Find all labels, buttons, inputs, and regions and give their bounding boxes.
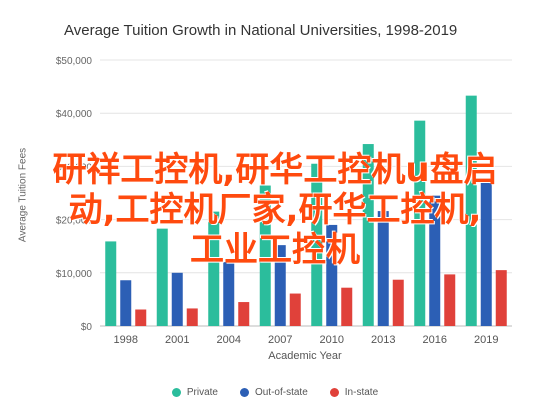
bar bbox=[171, 272, 183, 326]
bar bbox=[362, 144, 374, 326]
watermark-overlay-text: 研祥工控机,研华工控机u盘启 动,工控机厂家,研华工控机, 工业工控机 bbox=[0, 150, 550, 270]
bar bbox=[392, 279, 404, 326]
bar bbox=[289, 293, 301, 326]
bar bbox=[414, 120, 426, 326]
bar bbox=[208, 211, 220, 326]
bar bbox=[480, 182, 492, 326]
bar bbox=[259, 185, 271, 326]
y-tick-label: $10,000 bbox=[56, 269, 93, 280]
legend-label-in-state: In-state bbox=[344, 387, 379, 398]
bar bbox=[186, 308, 198, 326]
x-tick-label: 1998 bbox=[114, 334, 138, 346]
bar bbox=[120, 280, 132, 326]
bar bbox=[465, 95, 477, 326]
overlay-line: 工业工控机 bbox=[190, 230, 360, 270]
legend-label-out-of-state: Out-of-state bbox=[254, 387, 308, 398]
legend: Private Out-of-state In-state bbox=[0, 387, 550, 398]
legend-item-out-of-state[interactable]: Out-of-state bbox=[239, 387, 308, 398]
y-tick-label: $20,000 bbox=[56, 216, 93, 227]
bar bbox=[429, 195, 441, 326]
x-tick-label: 2016 bbox=[423, 334, 447, 346]
bar bbox=[238, 302, 250, 326]
overlay-line: 动,工控机厂家,研华工控机, bbox=[68, 190, 482, 230]
bar bbox=[135, 309, 147, 326]
legend-swatch-out-of-state bbox=[239, 388, 249, 397]
bar bbox=[341, 287, 353, 326]
chart-title: Average Tuition Growth in National Unive… bbox=[64, 22, 458, 39]
legend-swatch-in-state bbox=[329, 388, 339, 397]
y-tick-label: $50,000 bbox=[56, 56, 93, 67]
bar bbox=[444, 274, 456, 326]
bar bbox=[495, 270, 507, 326]
bar bbox=[311, 163, 323, 326]
x-tick-label: 2010 bbox=[320, 334, 344, 346]
legend-item-private[interactable]: Private bbox=[171, 387, 218, 398]
x-tick-label: 2001 bbox=[165, 334, 189, 346]
bar bbox=[274, 245, 286, 326]
x-tick-label: 2007 bbox=[268, 334, 292, 346]
y-tick-label: $30,000 bbox=[56, 162, 93, 173]
x-tick-label: 2004 bbox=[217, 334, 241, 346]
bar bbox=[156, 228, 168, 326]
legend-label-private: Private bbox=[186, 387, 218, 398]
bar bbox=[105, 241, 117, 326]
x-tick-label: 2013 bbox=[371, 334, 395, 346]
y-tick-label: $40,000 bbox=[56, 109, 93, 120]
x-tick-label: 2019 bbox=[474, 334, 498, 346]
legend-swatch-private bbox=[171, 388, 181, 397]
x-axis-label: Academic Year bbox=[268, 350, 342, 362]
overlay-line: 研祥工控机,研华工控机u盘启 bbox=[52, 150, 498, 190]
bar bbox=[326, 224, 338, 326]
bar bbox=[223, 262, 235, 326]
y-tick-label: $0 bbox=[81, 322, 93, 333]
legend-item-in-state[interactable]: In-state bbox=[329, 387, 379, 398]
bar bbox=[377, 211, 389, 326]
